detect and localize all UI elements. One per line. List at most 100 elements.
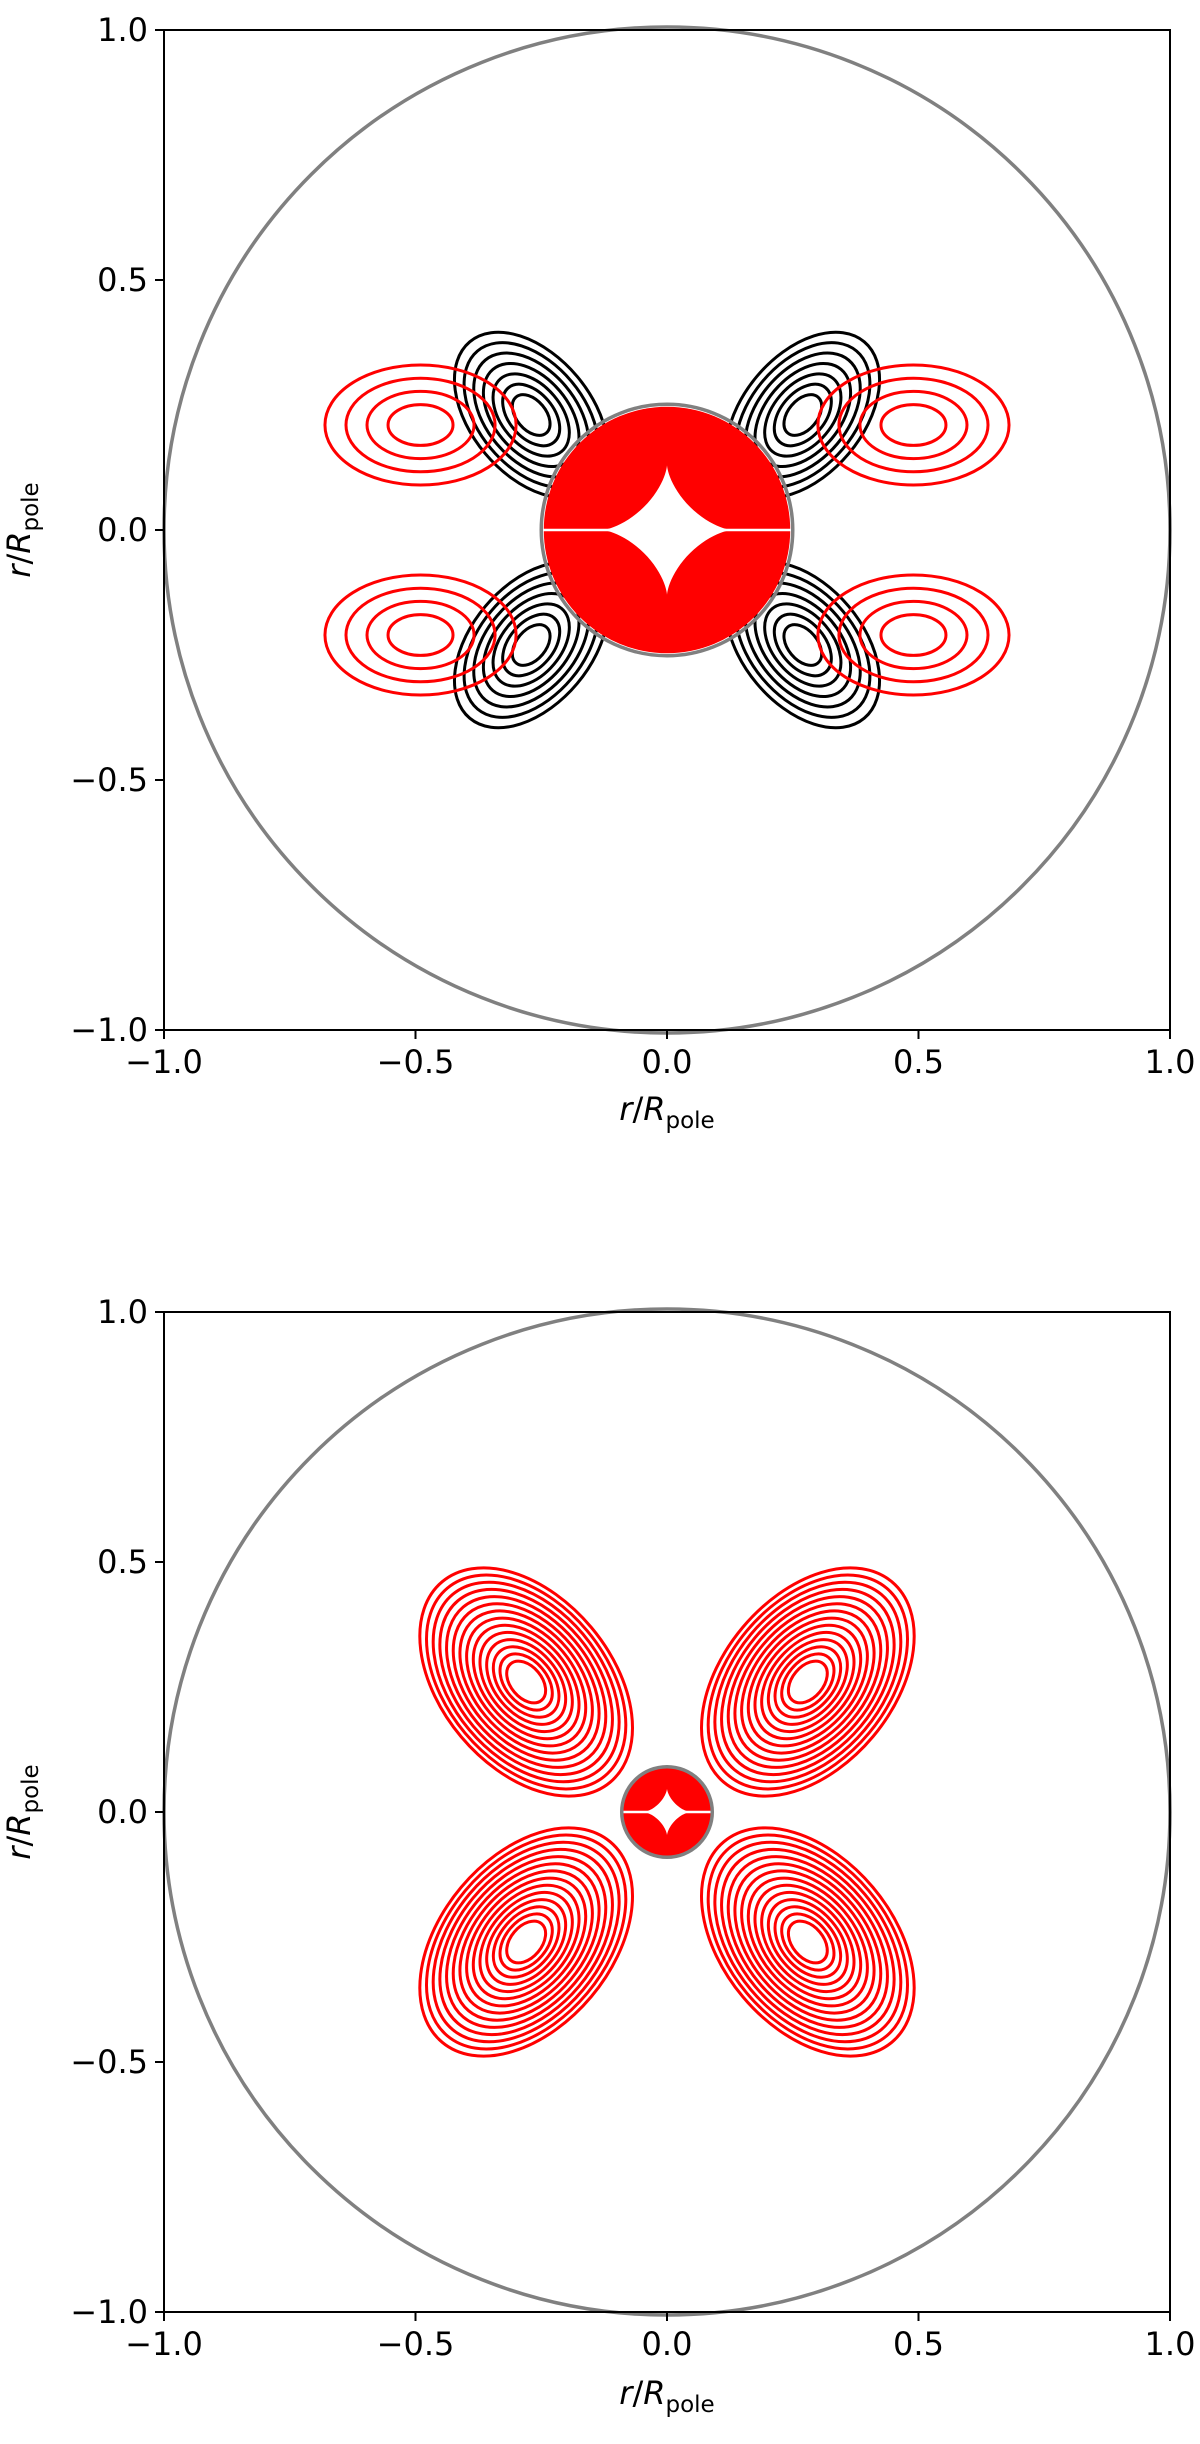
x-tick-label: 0.0 xyxy=(642,1043,693,1081)
contour-line xyxy=(491,1645,561,1719)
contour-line xyxy=(485,1638,568,1726)
x-axis-label: r/Rpole xyxy=(619,2374,714,2418)
contour-line xyxy=(763,372,843,458)
y-tick: −1.0 xyxy=(70,1011,164,1049)
contour-line xyxy=(471,1883,581,2001)
contour-line xyxy=(780,1912,836,1972)
contour-line xyxy=(713,1840,903,2044)
contours xyxy=(418,1566,916,2058)
contour-line xyxy=(782,393,824,437)
contour-line xyxy=(700,1566,916,1798)
inner-boundary-circle xyxy=(539,402,795,658)
contour-line xyxy=(323,363,518,487)
contour-line xyxy=(726,1595,889,1769)
contour-line xyxy=(431,1580,621,1784)
y-ticks: −1.0 −0.5 0.0 0.5 1.0 xyxy=(70,11,164,1049)
contour-line xyxy=(505,1919,548,1965)
contour-line xyxy=(491,602,571,688)
contour-line xyxy=(700,1826,916,2058)
contour-line xyxy=(491,372,571,458)
contour-line xyxy=(485,1898,568,1986)
contour-lobe xyxy=(816,363,1011,487)
x-tick: 1.0 xyxy=(1145,1030,1196,1081)
x-tick-label: 0.0 xyxy=(642,2325,693,2363)
contour-line xyxy=(766,1898,849,1986)
contour-line xyxy=(837,376,990,474)
contour-line xyxy=(445,1855,608,2029)
contour-line xyxy=(733,1602,883,1762)
contour-core xyxy=(621,1767,713,1857)
y-ticks: −1.0 −0.5 0.0 0.5 1.0 xyxy=(70,1293,164,2331)
x-tick-label: 0.5 xyxy=(893,2325,944,2363)
contour-line xyxy=(782,623,824,667)
contour-line xyxy=(726,1855,889,2029)
y-tick-label: 1.0 xyxy=(97,1293,148,1331)
x-tick: 1.0 xyxy=(1145,2312,1195,2363)
y-tick: 0.5 xyxy=(97,261,164,299)
contour-line xyxy=(344,376,497,474)
contour-line xyxy=(498,1652,554,1712)
contour-line xyxy=(879,613,948,657)
contour-line xyxy=(773,1645,843,1719)
contour-line xyxy=(858,389,969,461)
contour-line xyxy=(465,1876,588,2008)
contour-line xyxy=(740,1869,876,2015)
contour-line xyxy=(773,1905,843,1979)
y-tick-label: 0.0 xyxy=(97,511,148,549)
x-tick-label: −0.5 xyxy=(377,1043,455,1081)
x-tick: −1.0 xyxy=(125,2312,203,2363)
x-tick: 0.5 xyxy=(893,1030,944,1081)
contour-lobe xyxy=(418,1566,634,1798)
contour-line xyxy=(706,1833,909,2051)
y-axis-label: r/Rpole xyxy=(0,482,44,577)
x-tick-label: −0.5 xyxy=(377,2325,455,2363)
y-tick: −0.5 xyxy=(70,2043,164,2081)
contour-core xyxy=(541,406,793,654)
y-tick-label: −0.5 xyxy=(70,2043,148,2081)
contour-line xyxy=(780,1652,836,1712)
contour-lobe xyxy=(323,363,518,487)
x-ticks: −1.0 −0.5 0.0 0.5 1.0 xyxy=(125,1030,1195,1081)
contour-line xyxy=(365,599,476,671)
x-tick: −0.5 xyxy=(377,2312,455,2363)
contour-line xyxy=(753,1883,863,2001)
contour-line xyxy=(746,1876,869,2008)
contour-line xyxy=(772,612,833,678)
y-tick-label: −1.0 xyxy=(70,2293,148,2331)
contour-line xyxy=(879,403,948,447)
contour-line xyxy=(498,1912,554,1972)
contour-lobe xyxy=(323,573,518,697)
y-tick-label: −1.0 xyxy=(70,1011,148,1049)
inner-boundary-circle xyxy=(619,1764,715,1860)
contour-line xyxy=(720,1847,896,2037)
contour-line xyxy=(445,1595,608,1769)
contours xyxy=(323,330,1011,730)
y-tick: 0.0 xyxy=(97,511,164,549)
y-tick-label: 1.0 xyxy=(97,11,148,49)
contour-line xyxy=(465,1616,588,1748)
contour-line xyxy=(740,1609,876,1755)
contour-line xyxy=(365,389,476,461)
y-tick: 1.0 xyxy=(97,1293,164,1331)
contour-line xyxy=(746,1616,869,1748)
contour-line xyxy=(760,1890,856,1994)
contour-lobe xyxy=(816,573,1011,697)
y-tick: 0.5 xyxy=(97,1543,164,1581)
contour-line xyxy=(760,1630,856,1734)
x-axis-label: r/Rpole xyxy=(619,1090,714,1134)
contour-lobe xyxy=(418,1826,634,2058)
y-tick-label: 0.0 xyxy=(97,1793,148,1831)
contour-line xyxy=(858,599,969,671)
contour-line xyxy=(766,1638,849,1726)
x-tick-label: 1.0 xyxy=(1145,1043,1196,1081)
contour-line xyxy=(491,1905,561,1979)
x-ticks: −1.0 −0.5 0.0 0.5 1.0 xyxy=(125,2312,1195,2363)
contour-line xyxy=(816,363,1011,487)
contour-line xyxy=(478,1890,574,1994)
contour-line xyxy=(451,1602,601,1762)
contour-line xyxy=(501,382,562,448)
x-tick: −1.0 xyxy=(125,1030,203,1081)
contour-line xyxy=(786,1659,829,1705)
contour-line xyxy=(418,1566,634,1798)
contour-line xyxy=(323,573,518,697)
